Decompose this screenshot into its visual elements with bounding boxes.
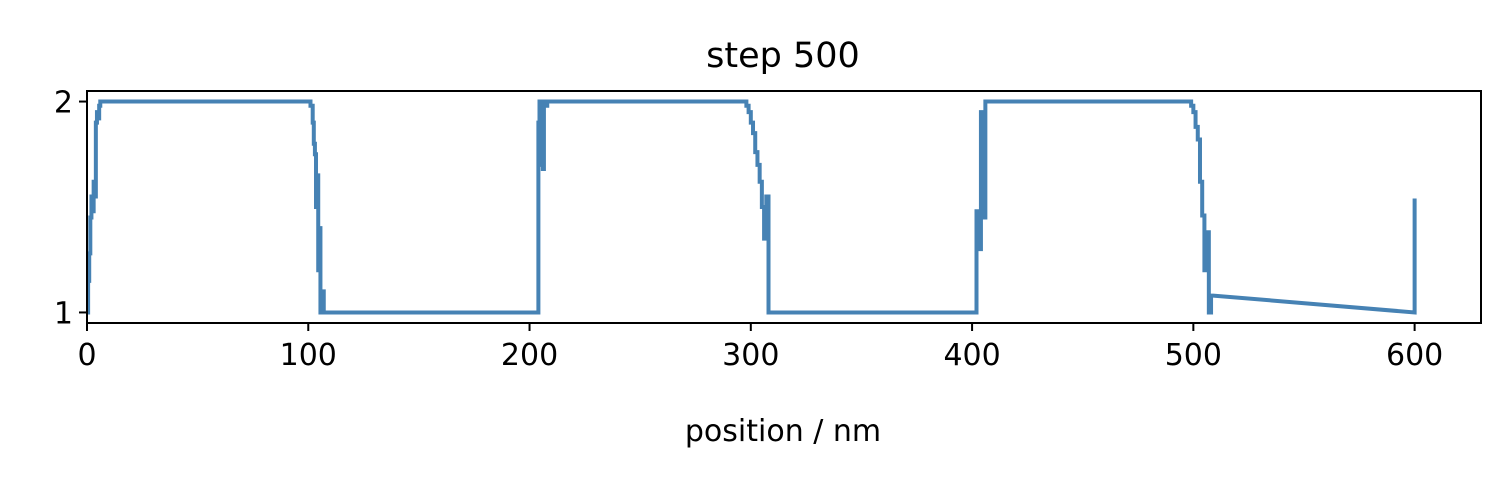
x-tick-label: 200 (501, 338, 558, 373)
chart-title: step 500 (706, 36, 860, 76)
plot-area (86, 99, 1417, 315)
x-tick-label: 0 (77, 338, 96, 373)
x-tick-label: 400 (943, 338, 1000, 373)
x-axis-label: position / nm (685, 414, 881, 449)
axes-frame (86, 90, 1482, 324)
axis-ticks: 0 100 200 300 400 500 600 1 2 (54, 86, 1443, 373)
y-tick-label: 1 (54, 296, 73, 331)
y-tick-label: 2 (54, 86, 73, 121)
x-tick-label: 500 (1165, 338, 1222, 373)
x-tick-label: 300 (722, 338, 779, 373)
series-line-0 (86, 99, 1417, 315)
x-tick-label: 100 (280, 338, 337, 373)
x-tick-label: 600 (1386, 338, 1443, 373)
